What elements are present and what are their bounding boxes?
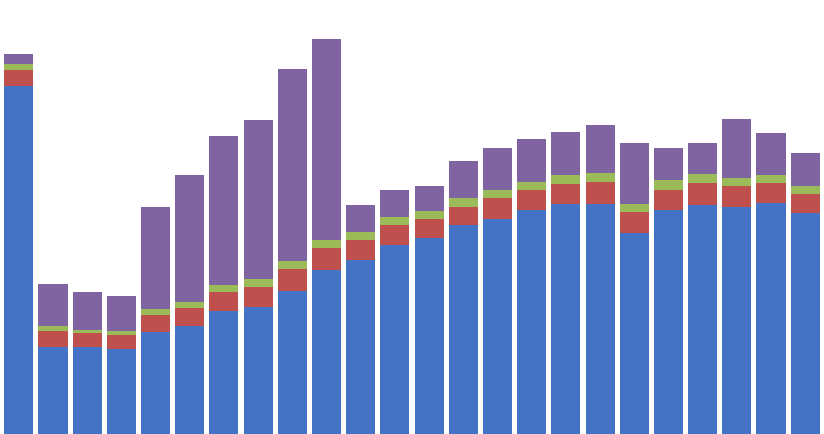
Bar: [414, 187, 443, 211]
Bar: [517, 211, 546, 434]
Bar: [278, 269, 307, 291]
Bar: [586, 174, 615, 183]
Bar: [551, 184, 580, 204]
Bar: [483, 191, 512, 199]
Bar: [4, 71, 33, 87]
Bar: [39, 285, 68, 327]
Bar: [688, 174, 717, 184]
Bar: [449, 199, 478, 207]
Bar: [414, 238, 443, 434]
Bar: [551, 133, 580, 176]
Bar: [517, 182, 546, 191]
Bar: [791, 187, 820, 195]
Bar: [4, 55, 33, 65]
Bar: [381, 191, 410, 217]
Bar: [586, 204, 615, 434]
Bar: [244, 120, 273, 279]
Bar: [4, 87, 33, 434]
Bar: [39, 347, 68, 434]
Bar: [141, 309, 170, 315]
Bar: [346, 260, 375, 434]
Bar: [244, 308, 273, 434]
Bar: [176, 175, 204, 302]
Bar: [654, 211, 683, 434]
Bar: [620, 204, 648, 213]
Bar: [312, 270, 341, 434]
Bar: [312, 240, 341, 249]
Bar: [586, 125, 615, 174]
Bar: [791, 154, 820, 187]
Bar: [346, 206, 375, 233]
Bar: [381, 246, 410, 434]
Bar: [346, 233, 375, 240]
Bar: [654, 181, 683, 191]
Bar: [381, 217, 410, 225]
Bar: [209, 311, 238, 434]
Bar: [244, 279, 273, 287]
Bar: [107, 331, 136, 335]
Bar: [39, 331, 68, 347]
Bar: [312, 39, 341, 240]
Bar: [278, 261, 307, 269]
Bar: [483, 199, 512, 220]
Bar: [73, 347, 101, 434]
Bar: [723, 120, 751, 178]
Bar: [756, 175, 785, 184]
Bar: [688, 206, 717, 434]
Bar: [620, 233, 648, 434]
Bar: [551, 204, 580, 434]
Bar: [209, 136, 238, 285]
Bar: [209, 293, 238, 311]
Bar: [381, 225, 410, 246]
Bar: [244, 287, 273, 308]
Bar: [176, 308, 204, 326]
Bar: [688, 143, 717, 174]
Bar: [688, 184, 717, 206]
Bar: [73, 334, 101, 347]
Bar: [620, 213, 648, 233]
Bar: [620, 144, 648, 204]
Bar: [449, 207, 478, 226]
Bar: [723, 207, 751, 434]
Bar: [756, 133, 785, 175]
Bar: [517, 191, 546, 211]
Bar: [209, 285, 238, 293]
Bar: [107, 296, 136, 331]
Bar: [551, 176, 580, 184]
Bar: [756, 184, 785, 204]
Bar: [73, 293, 101, 330]
Bar: [278, 291, 307, 434]
Bar: [449, 226, 478, 434]
Bar: [141, 315, 170, 332]
Bar: [483, 220, 512, 434]
Bar: [176, 302, 204, 308]
Bar: [654, 191, 683, 211]
Bar: [107, 350, 136, 434]
Bar: [723, 178, 751, 187]
Bar: [278, 70, 307, 261]
Bar: [414, 220, 443, 238]
Bar: [176, 326, 204, 434]
Bar: [107, 335, 136, 350]
Bar: [791, 213, 820, 434]
Bar: [346, 240, 375, 260]
Bar: [73, 330, 101, 334]
Bar: [654, 148, 683, 181]
Bar: [312, 249, 341, 270]
Bar: [483, 149, 512, 191]
Bar: [756, 204, 785, 434]
Bar: [141, 207, 170, 309]
Bar: [723, 187, 751, 207]
Bar: [39, 327, 68, 331]
Bar: [449, 162, 478, 199]
Bar: [141, 332, 170, 434]
Bar: [586, 183, 615, 204]
Bar: [4, 65, 33, 71]
Bar: [414, 211, 443, 220]
Bar: [791, 195, 820, 213]
Bar: [517, 140, 546, 182]
